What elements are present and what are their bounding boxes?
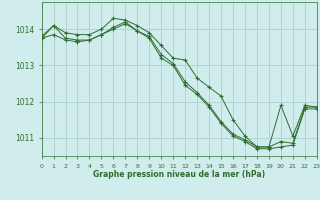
X-axis label: Graphe pression niveau de la mer (hPa): Graphe pression niveau de la mer (hPa) [93, 170, 265, 179]
